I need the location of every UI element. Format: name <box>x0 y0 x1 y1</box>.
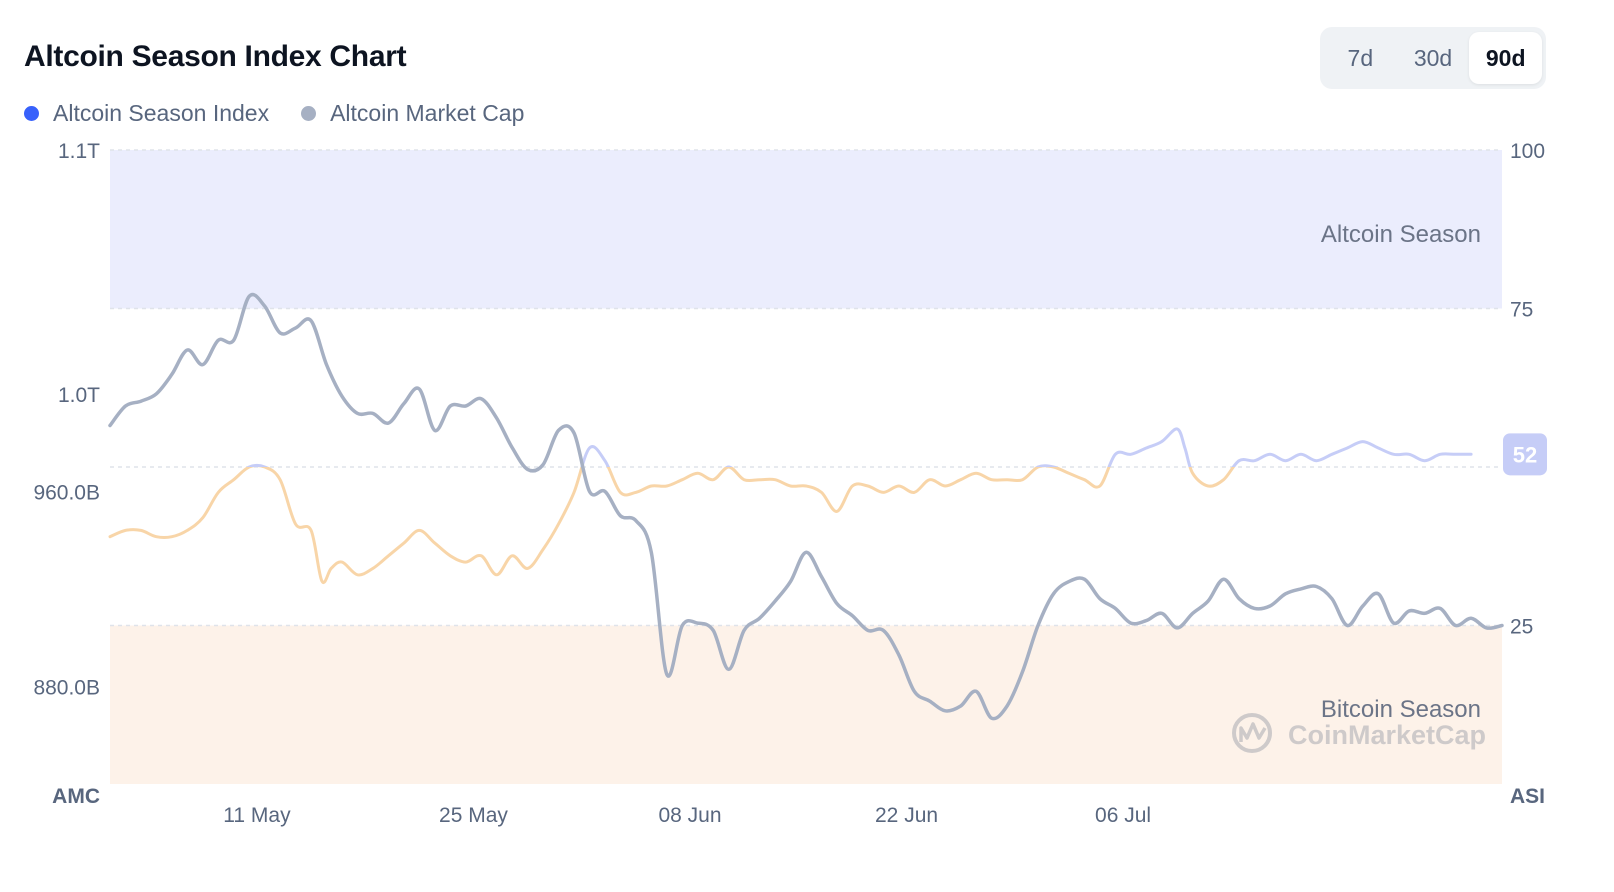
series-line-altcoin-market-cap <box>108 292 1504 721</box>
bitcoin-season-label: Bitcoin Season <box>1321 696 1481 723</box>
watermark-text: CoinMarketCap <box>1288 720 1486 750</box>
range-tabs: 7d 30d 90d <box>1320 27 1546 89</box>
chart-title: Altcoin Season Index Chart <box>24 40 407 73</box>
legend: Altcoin Season Index Altcoin Market Cap <box>24 100 524 127</box>
legend-label-market-cap: Altcoin Market Cap <box>330 100 525 126</box>
legend-item-altcoin-season-index[interactable]: Altcoin Season Index <box>24 100 269 127</box>
altcoin-season-zone <box>110 150 1502 309</box>
right-axis-tick-label: 75 <box>1510 299 1533 322</box>
x-axis-tick-label: 11 May <box>223 804 291 827</box>
tab-30d[interactable]: 30d <box>1413 45 1453 71</box>
tab-90d[interactable]: 90d <box>1469 32 1543 84</box>
x-axis-tick-label: 25 May <box>439 804 508 827</box>
x-axis-tick-label: 06 Jul <box>1095 804 1151 827</box>
legend-label-index: Altcoin Season Index <box>53 100 270 126</box>
bitcoin-season-zone <box>110 625 1502 784</box>
left-axis-label: AMC <box>52 785 100 808</box>
left-axis-tick-label: 1.1T <box>58 140 100 163</box>
current-index-badge <box>1503 433 1547 476</box>
legend-item-altcoin-market-cap[interactable]: Altcoin Market Cap <box>301 100 524 127</box>
x-axis-tick-label: 08 Jun <box>658 804 721 827</box>
altcoin-season-label: Altcoin Season <box>1321 221 1481 248</box>
series-line-altcoin-season-index <box>108 427 1473 585</box>
left-axis-tick-label: 1.0T <box>58 384 100 407</box>
left-axis-tick-label: 960.0B <box>33 481 100 504</box>
right-axis-tick-label: 100 <box>1510 140 1545 163</box>
legend-dot-market-cap <box>301 106 317 121</box>
right-axis-label: ASI <box>1510 785 1545 808</box>
current-index-badge-value: 52 <box>1513 442 1537 467</box>
coinmarketcap-logo-icon <box>1232 713 1272 753</box>
left-axis-tick-label: 880.0B <box>33 676 100 699</box>
tab-7d[interactable]: 7d <box>1347 45 1374 71</box>
right-axis-tick-label: 25 <box>1510 616 1533 639</box>
legend-dot-index <box>24 106 39 121</box>
watermark-logo: CoinMarketCap <box>1232 713 1486 753</box>
coinmarketcap-logo-mark <box>1239 722 1267 742</box>
x-axis-tick-label: 22 Jun <box>875 804 938 827</box>
